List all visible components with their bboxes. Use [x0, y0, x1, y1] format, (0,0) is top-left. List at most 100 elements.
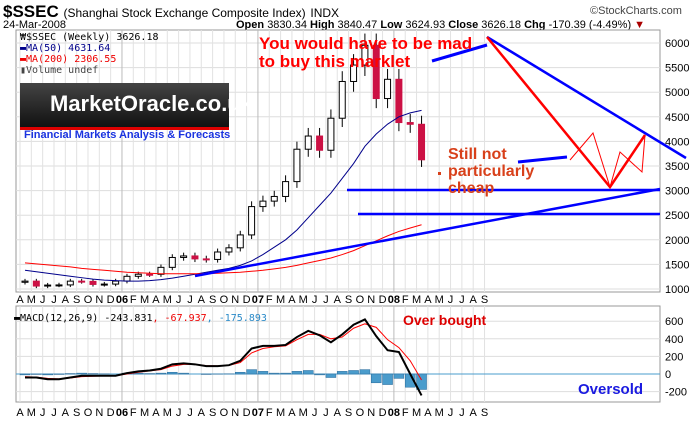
month-tick-label: S	[209, 407, 216, 419]
price-tick-label: 5000	[665, 87, 689, 99]
candle	[282, 181, 290, 197]
month-tick-label: F	[130, 407, 137, 419]
month-tick-label: M	[140, 294, 149, 306]
legend-price: ₩$SSEC (Weekly) 3626.18	[20, 32, 159, 43]
candle	[78, 280, 86, 283]
price-tick-label: 2000	[665, 235, 689, 247]
candle	[134, 273, 142, 277]
month-tick-label: 08	[388, 294, 400, 306]
price-tick-label: 1000	[665, 284, 689, 296]
macd-histogram-bar	[348, 370, 359, 375]
marketoracle-logo: MarketOracle.co.uk	[20, 83, 253, 130]
candle	[32, 280, 40, 287]
candle	[372, 44, 380, 100]
month-tick-label: D	[107, 294, 115, 306]
month-tick-label: 06	[116, 407, 128, 419]
candle	[304, 135, 312, 150]
candle	[202, 258, 210, 261]
projection-alt	[569, 131, 646, 189]
month-tick-label: J	[323, 294, 329, 306]
month-tick-label: J	[40, 407, 46, 419]
annotation-mad-2: to buy this marklet	[259, 52, 411, 71]
month-tick-label: M	[435, 294, 444, 306]
month-tick-label: A	[288, 294, 296, 306]
month-tick-label: N	[367, 407, 375, 419]
candle	[55, 284, 63, 287]
month-tick-label: S	[73, 407, 80, 419]
month-tick-label: M	[435, 407, 444, 419]
candle	[395, 78, 403, 124]
candle	[248, 206, 256, 236]
price-tick-label: 3500	[665, 161, 689, 173]
macd-histogram-bar	[314, 373, 325, 376]
candle	[168, 256, 176, 268]
ma50-line	[24, 109, 422, 282]
candle	[384, 78, 392, 100]
month-tick-label: M	[163, 294, 172, 306]
annotation-cheap-1: Still not	[448, 146, 507, 163]
candle	[418, 123, 426, 161]
macd-histogram-bar	[370, 373, 382, 384]
annotation-overbought: Over bought	[403, 312, 487, 328]
month-tick-label: M	[299, 294, 308, 306]
candle	[157, 266, 165, 275]
month-tick-label: J	[176, 407, 182, 419]
month-tick-label: J	[448, 407, 454, 419]
candle	[146, 273, 154, 276]
stockcharts-brand: ©StockCharts.com	[590, 5, 682, 17]
candle	[180, 255, 188, 258]
macd-panel	[15, 305, 661, 403]
macd-histogram-bar	[246, 369, 257, 375]
month-tick-label: O	[84, 294, 93, 306]
month-tick-label: J	[51, 407, 57, 419]
month-tick-label: J	[51, 294, 57, 306]
month-tick-label: N	[231, 294, 239, 306]
candle	[123, 275, 131, 282]
month-tick-label: A	[470, 407, 478, 419]
month-tick-label: S	[345, 294, 352, 306]
candle	[293, 148, 301, 183]
candle	[338, 80, 346, 119]
candle	[89, 280, 97, 285]
macd-histogram-bar	[257, 371, 269, 375]
month-tick-label: D	[243, 294, 251, 306]
month-tick-label: A	[16, 407, 24, 419]
month-tick-label: O	[220, 294, 229, 306]
month-tick-label: O	[220, 407, 229, 419]
chart-date: 24-Mar-2008	[3, 19, 66, 31]
macd-histogram-bar	[76, 372, 87, 375]
macd-histogram-bar	[167, 371, 178, 375]
macd-histogram-bar	[393, 373, 405, 379]
month-tick-label: M	[276, 294, 285, 306]
month-tick-label: M	[412, 407, 421, 419]
macd-histogram-bar	[382, 373, 393, 385]
candle	[44, 284, 52, 287]
macd-histogram-bar	[336, 371, 348, 375]
candle	[350, 64, 358, 82]
candle	[270, 195, 278, 202]
candle	[327, 117, 335, 151]
logo-tagline: Financial Markets Analysis & Forecasts	[24, 129, 231, 141]
month-tick-label: J	[312, 407, 318, 419]
month-tick-label: F	[402, 294, 409, 306]
candle	[66, 280, 74, 286]
month-tick-label: S	[481, 294, 488, 306]
trendline-downtrend	[486, 35, 687, 160]
price-tick-label: 3000	[665, 186, 689, 198]
month-tick-label: A	[470, 294, 478, 306]
macd-histogram-bar	[359, 369, 371, 375]
month-tick-label: A	[16, 294, 24, 306]
month-tick-label: M	[276, 407, 285, 419]
month-tick-label: N	[95, 294, 103, 306]
month-tick-label: O	[356, 407, 365, 419]
macd-tick-label: 0	[665, 369, 671, 381]
trendline-current	[517, 155, 568, 164]
macd-histogram-bar	[303, 370, 314, 375]
macd-histogram-bar	[155, 372, 167, 375]
macd-histogram-bar	[269, 372, 280, 375]
ma200-line	[24, 224, 422, 275]
month-tick-label: O	[84, 407, 93, 419]
month-tick-label: 07	[252, 294, 264, 306]
trendline-peak-arrow	[431, 43, 488, 63]
